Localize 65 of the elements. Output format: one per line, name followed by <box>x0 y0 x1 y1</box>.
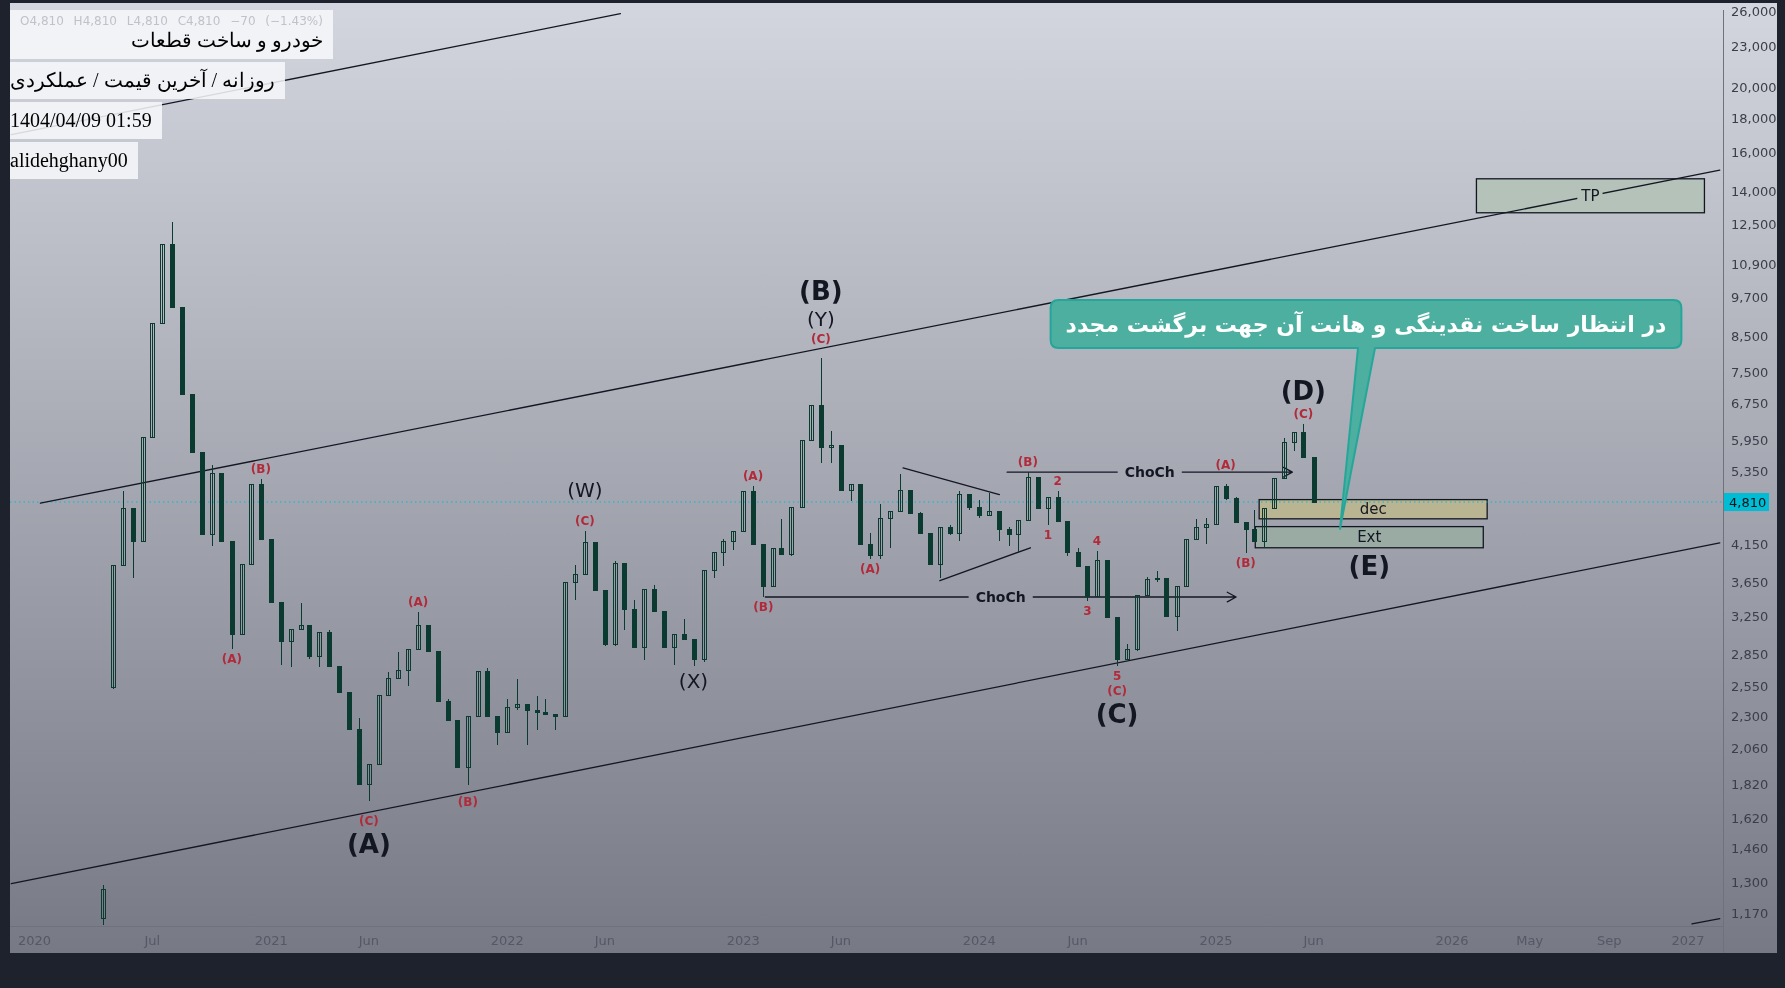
y-tick-label: 1,620 <box>1731 811 1769 827</box>
annotation: (E) <box>1348 550 1391 581</box>
annotation: 2 <box>1053 473 1062 488</box>
series-label: TP <box>1580 186 1600 205</box>
y-tick-label: 5,950 <box>1731 432 1769 448</box>
annotation: (B) <box>250 461 271 476</box>
annotation: (B) <box>799 276 843 307</box>
y-tick-label: 7,500 <box>1731 365 1769 381</box>
annotation: 4 <box>1092 534 1102 549</box>
y-tick-label: 8,500 <box>1731 328 1769 344</box>
annotation: (C) <box>574 513 595 528</box>
y-tick-label: 3,250 <box>1731 608 1769 624</box>
annotation: 5 <box>1112 668 1122 683</box>
annotation: 3 <box>1083 604 1092 619</box>
y-tick-label: 9,700 <box>1731 290 1769 306</box>
y-tick-label: 1,460 <box>1731 841 1769 857</box>
y-tick-label: 26,000 <box>1731 3 1777 19</box>
annotation: 1 <box>1043 528 1053 543</box>
annotation: (C) <box>1095 698 1139 729</box>
annotation: (D) <box>1280 376 1326 407</box>
y-tick-label: 23,000 <box>1731 39 1777 55</box>
annotation: (A) <box>859 562 881 577</box>
annotation: alidehghany00 <box>10 148 128 172</box>
y-tick-label: 2,550 <box>1731 679 1769 695</box>
annotation: (A) <box>742 469 764 484</box>
ref-line-label: 4,810 <box>1729 494 1767 510</box>
y-tick-label: 20,000 <box>1731 79 1777 95</box>
annotation: (A) <box>221 652 242 667</box>
series-label: dec <box>1359 500 1387 519</box>
series-label: ChoCh <box>975 589 1026 606</box>
text: روزانه / آخرین قیمت / عملکردی <box>10 68 276 92</box>
annotation: (W) <box>567 478 603 503</box>
y-tick-label: 2,850 <box>1731 646 1769 662</box>
annotation: (Y) <box>807 307 835 332</box>
annotation: در انتظار ساخت نقدینگی و هانت آن جهت برگشت مجدد <box>1065 309 1667 338</box>
annotation: (A) <box>346 829 391 860</box>
y-tick-label: 1,170 <box>1731 905 1769 921</box>
annotation: (A) <box>407 594 429 609</box>
y-tick-label: 4,150 <box>1731 537 1769 553</box>
y-tick-label: 3,650 <box>1731 574 1769 590</box>
text: خودرو و ساخت قطعات <box>129 28 323 52</box>
annotation: (C) <box>359 814 379 829</box>
y-tick-label: 18,000 <box>1731 110 1777 126</box>
y-tick-label: 12,500 <box>1731 216 1777 232</box>
y-tick-label: 14,000 <box>1731 183 1777 199</box>
y-tick-label: 1,820 <box>1731 777 1769 793</box>
y-tick-label: 10,900 <box>1731 256 1777 272</box>
annotation: 1404/04/09 01:59 <box>10 108 152 132</box>
annotation: (B) <box>1017 455 1038 470</box>
series-label: Ext <box>1357 528 1382 547</box>
annotation: (C) <box>1107 683 1127 698</box>
series-label: ChoCh <box>1124 464 1175 481</box>
annotation: (B) <box>457 794 478 809</box>
annotation: (X) <box>678 668 709 693</box>
y-tick-label: 16,000 <box>1731 144 1777 160</box>
annotation: (C) <box>1293 407 1314 422</box>
y-tick-label: 2,060 <box>1731 741 1769 757</box>
annotation: (B) <box>753 600 774 615</box>
y-tick-label: 2,300 <box>1731 709 1769 725</box>
annotation: (B) <box>1235 556 1256 571</box>
y-tick-label: 5,350 <box>1731 463 1769 479</box>
y-tick-label: 6,750 <box>1731 395 1769 411</box>
annotation: (C) <box>811 332 831 347</box>
annotation: (A) <box>1215 458 1236 473</box>
y-tick-label: 1,300 <box>1731 875 1769 891</box>
